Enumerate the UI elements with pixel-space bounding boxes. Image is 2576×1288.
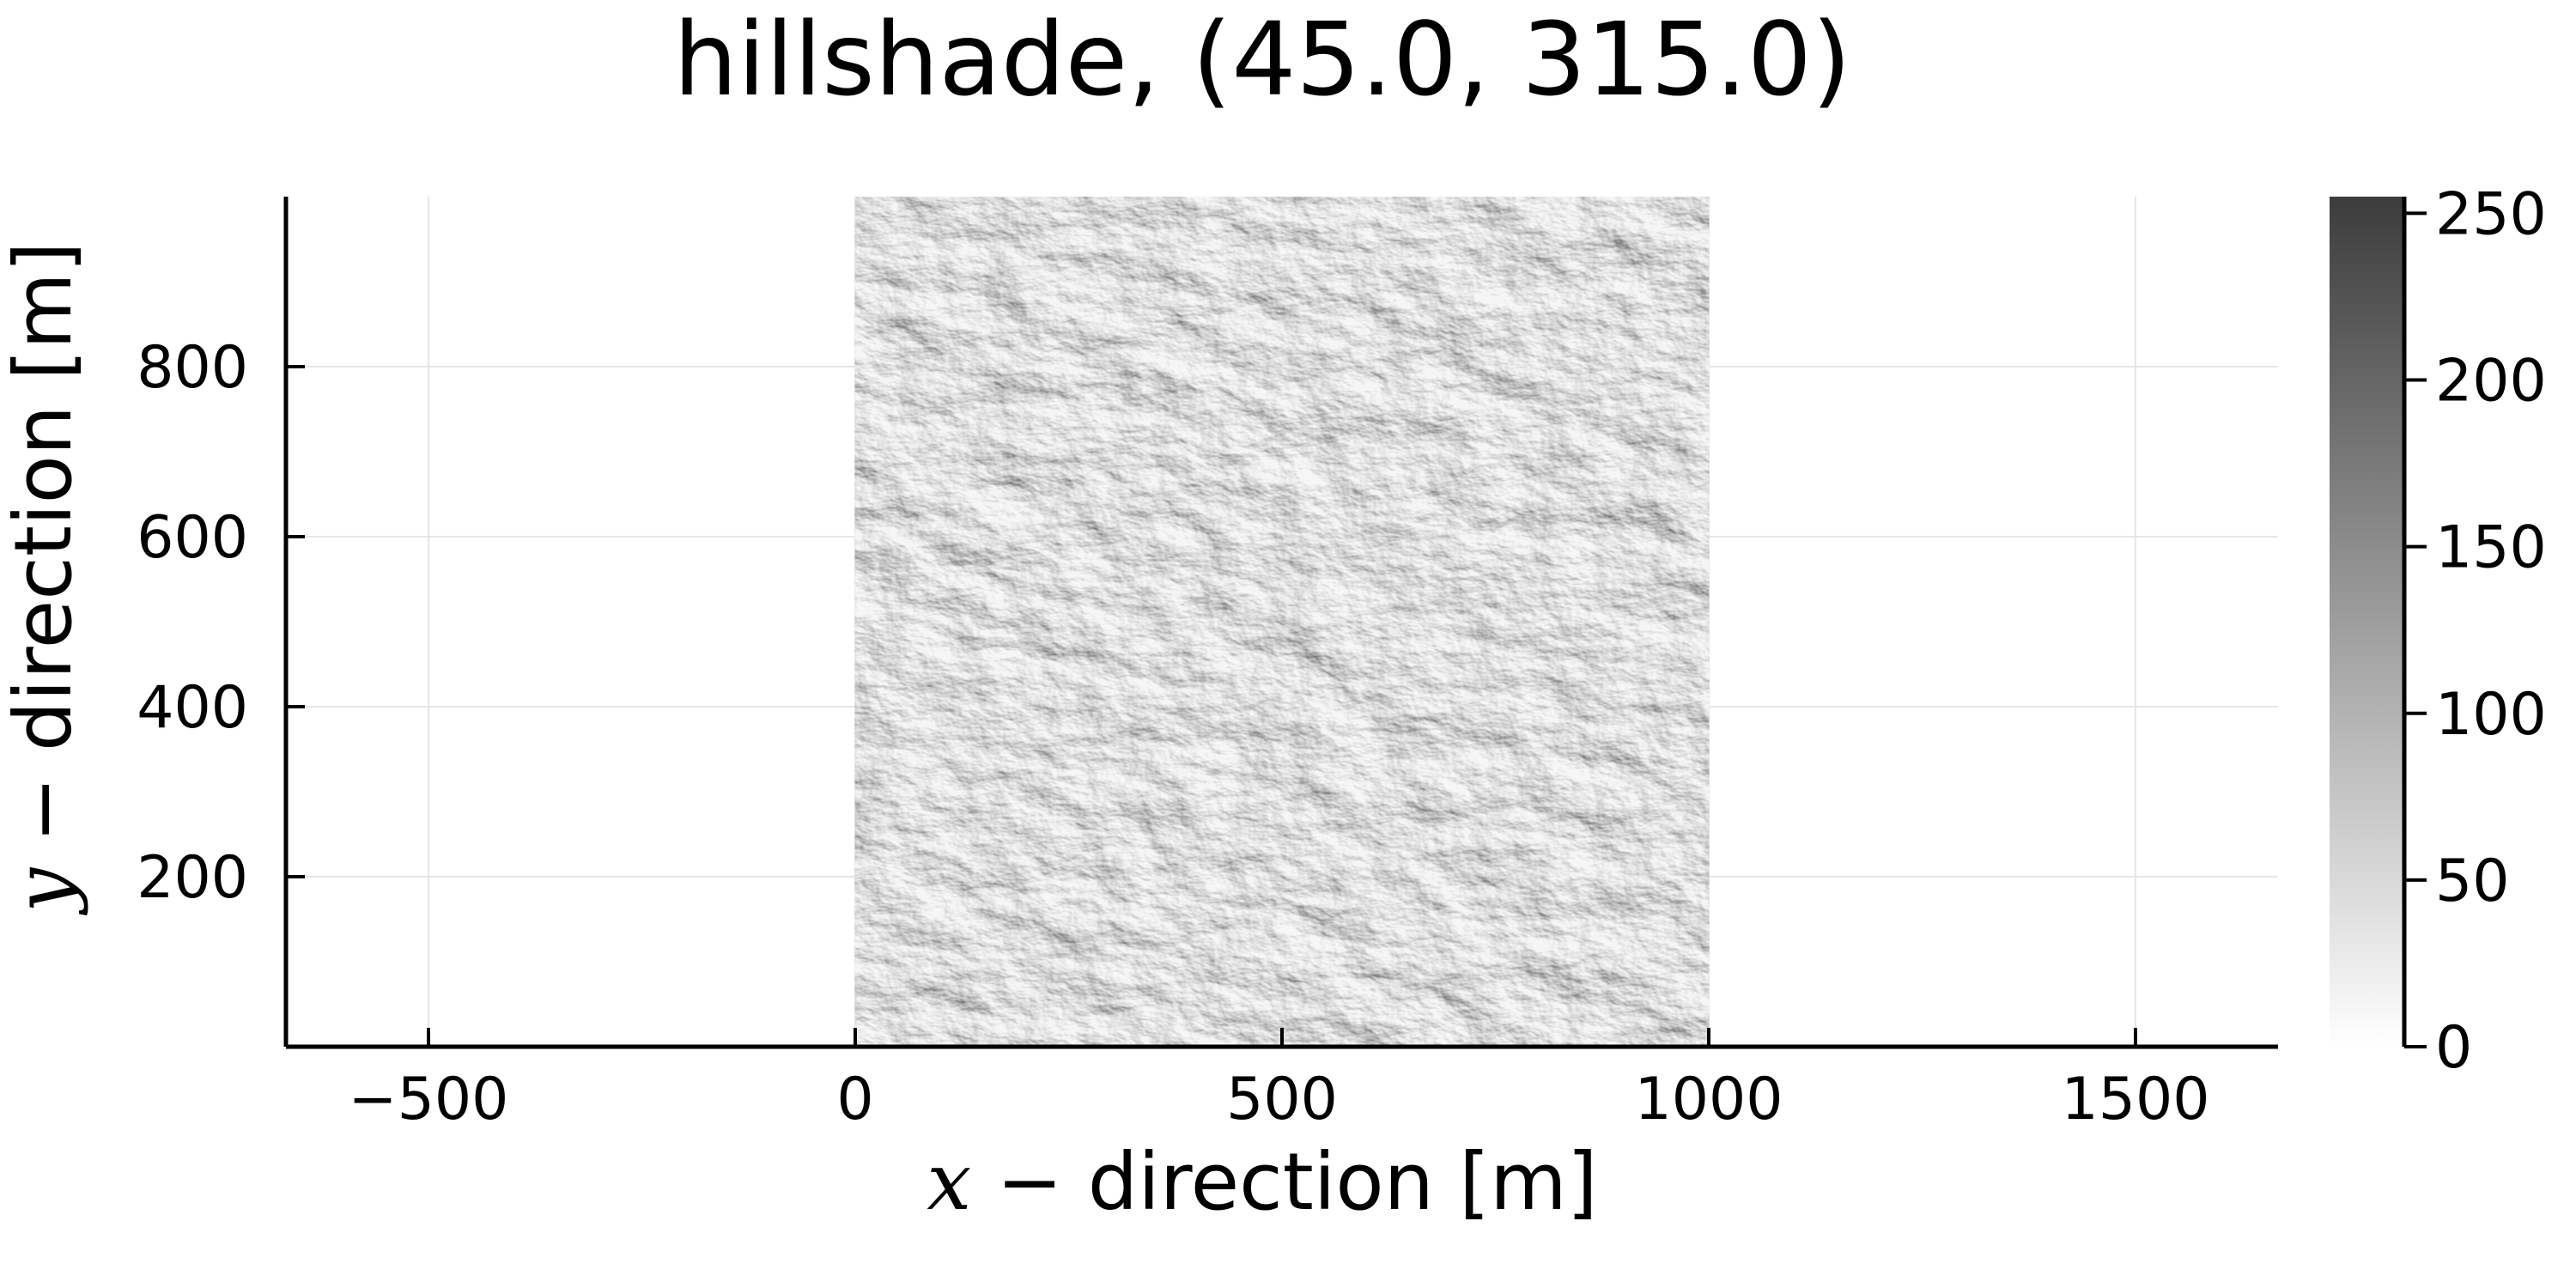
y-tick-label: 400 bbox=[137, 674, 248, 742]
x-tick-label: 1500 bbox=[2061, 1066, 2209, 1133]
colorbar-tick-label: 100 bbox=[2435, 681, 2547, 749]
chart-title: hillshade, (45.0, 315.0) bbox=[673, 0, 1851, 118]
colorbar-tick-label: 150 bbox=[2435, 514, 2547, 582]
y-tick-label: 200 bbox=[137, 844, 248, 912]
x-tick-label: 0 bbox=[836, 1066, 873, 1133]
colorbar: 0 50 100 150 200 250 bbox=[2330, 180, 2547, 1082]
x-tick-label: 1000 bbox=[1634, 1066, 1783, 1133]
x-axis-label: x − direction [m] bbox=[927, 1136, 1597, 1228]
colorbar-tick-label: 50 bbox=[2435, 848, 2510, 915]
hillshade-image bbox=[854, 197, 1710, 1047]
y-axis-ticks: 200 400 600 800 bbox=[137, 334, 305, 912]
colorbar-tick-label: 0 bbox=[2435, 1014, 2472, 1082]
y-tick-label: 600 bbox=[137, 504, 248, 572]
colorbar-tick-label: 200 bbox=[2435, 348, 2547, 416]
colorbar-ticks: 0 50 100 150 200 250 bbox=[2402, 180, 2547, 1082]
colorbar-tick-label: 250 bbox=[2435, 180, 2547, 248]
x-tick-label: −500 bbox=[349, 1066, 509, 1133]
colorbar-gradient bbox=[2330, 197, 2404, 1047]
y-axis-label: y − direction [m] bbox=[0, 241, 89, 915]
y-tick-label: 800 bbox=[137, 334, 248, 402]
x-axis-ticks: −500 0 500 1000 1500 bbox=[349, 1028, 2210, 1133]
x-tick-label: 500 bbox=[1226, 1066, 1338, 1133]
